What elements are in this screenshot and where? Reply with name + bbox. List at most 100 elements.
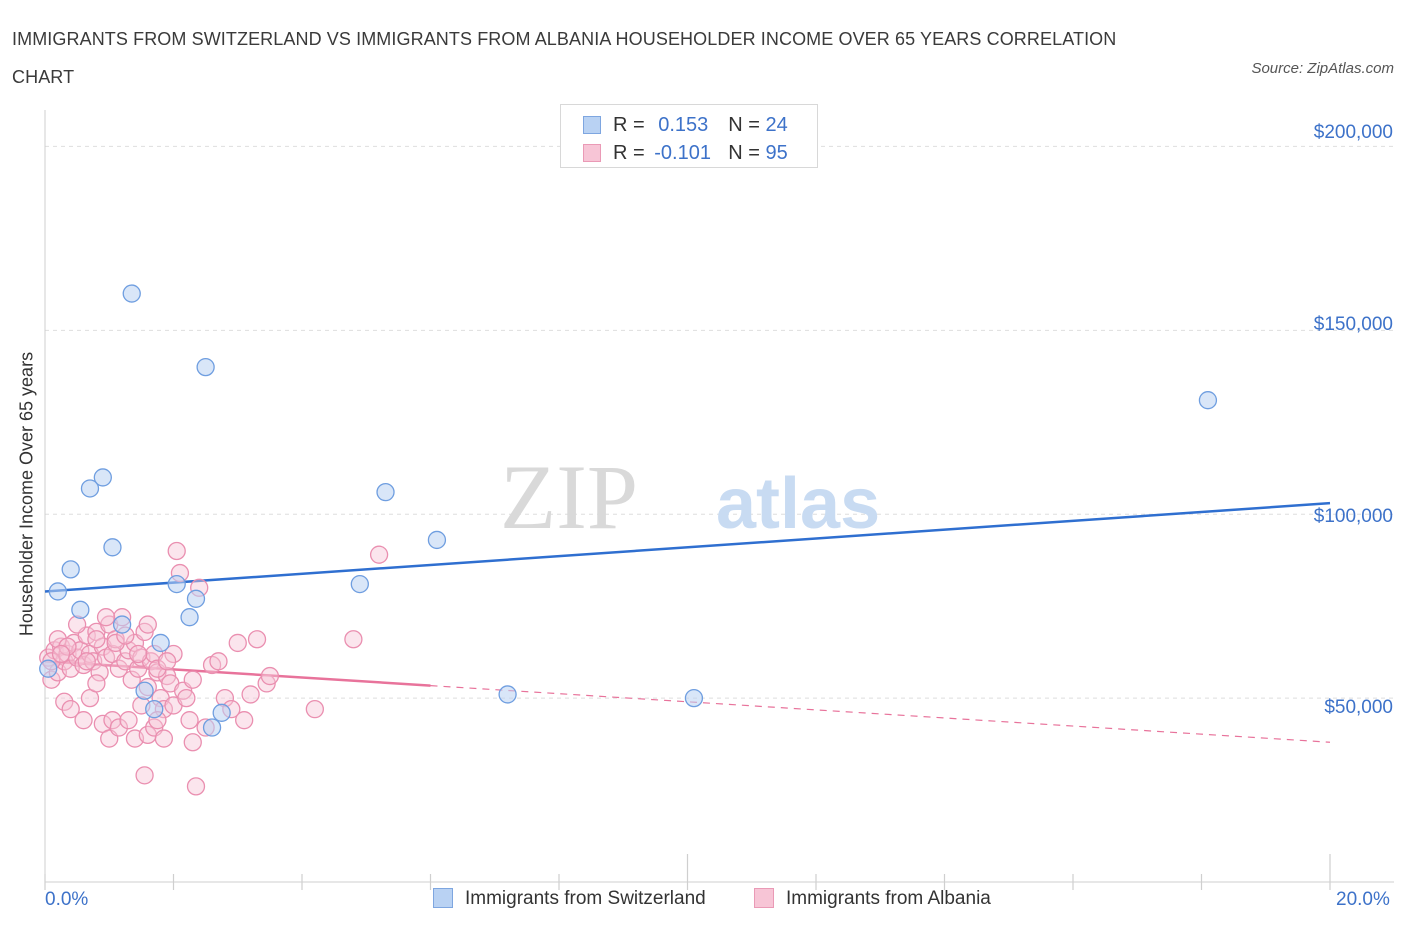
y-axis-label: Householder Income Over 65 years	[16, 351, 37, 637]
switzerland-point-9	[135, 681, 154, 700]
albania-point-45	[183, 670, 202, 689]
legend-n-label: N =	[728, 114, 760, 136]
switzerland-point-18	[350, 574, 369, 594]
switzerland-point-2	[61, 560, 80, 579]
data-points	[39, 284, 1218, 796]
switzerland-trend-line	[44, 501, 1331, 593]
albania-point-50	[209, 652, 228, 671]
albania-point-80	[183, 733, 202, 752]
legend-swatch-pink	[583, 144, 601, 162]
legend-n-label: N =	[728, 142, 760, 164]
y-tick-label-100000: $100,000	[1313, 506, 1393, 527]
albania-point-62	[55, 692, 74, 711]
albania-point-94	[51, 644, 71, 664]
switzerland-point-6	[103, 538, 122, 557]
albania-point-46	[186, 777, 206, 796]
albania-point-56	[247, 630, 267, 649]
albania-point-22	[109, 659, 129, 678]
albania-point-82	[58, 637, 77, 656]
x-tick-label-min: 0.0%	[45, 889, 89, 910]
albania-point-83	[67, 615, 87, 634]
albania-point-55	[241, 685, 260, 704]
legend-r-value: -0.101	[654, 142, 711, 164]
albania-point-66	[87, 674, 106, 693]
gridlines	[45, 145, 1394, 699]
albania-point-71	[119, 711, 138, 730]
switzerland-point-12	[167, 574, 186, 594]
albania-point-40	[167, 541, 186, 561]
albania-point-87	[106, 633, 125, 653]
legend-n-value: 95	[765, 142, 788, 164]
albania-point-44	[180, 711, 199, 730]
switzerland-point-20	[427, 530, 447, 550]
albania-point-53	[228, 633, 247, 653]
albania-point-78	[154, 729, 174, 748]
switzerland-point-11	[151, 633, 170, 653]
series-legend-label: Immigrants from Switzerland	[465, 888, 706, 909]
switzerland-point-16	[202, 718, 222, 737]
x-tick-label-max: 20.0%	[1336, 889, 1390, 910]
albania-point-60	[344, 630, 363, 649]
switzerland-point-17	[212, 703, 231, 722]
switzerland-point-0	[39, 659, 58, 678]
watermark-zip: ZIP	[500, 446, 638, 548]
albania-point-92	[157, 652, 177, 671]
switzerland-point-8	[122, 284, 141, 303]
switzerland-point-23	[1198, 391, 1218, 410]
albania-point-74	[135, 766, 154, 785]
switzerland-point-15	[196, 357, 215, 377]
albania-point-85	[87, 630, 106, 649]
series-swatch-pink	[754, 888, 774, 908]
albania-point-70	[109, 718, 129, 737]
legend-r-value: 0.153	[658, 114, 709, 136]
albania-point-43	[177, 688, 196, 708]
albania-point-58	[260, 666, 280, 686]
albania-trend-line-dashed	[430, 685, 1331, 743]
albania-point-89	[129, 644, 148, 664]
switzerland-point-7	[112, 615, 132, 634]
series-legend-albania: Immigrants from Albania	[754, 888, 991, 910]
switzerland-point-14	[186, 589, 206, 608]
switzerland-point-21	[498, 685, 517, 704]
series-legend-switzerland: Immigrants from Switzerland	[433, 888, 706, 910]
switzerland-point-10	[145, 699, 164, 719]
switzerland-point-13	[180, 608, 199, 627]
albania-point-61	[369, 545, 389, 564]
series-swatch-blue	[433, 888, 453, 908]
switzerland-point-3	[71, 600, 90, 619]
albania-point-79	[164, 644, 183, 664]
watermark: ZIP atlas	[500, 446, 880, 548]
albania-point-63	[61, 699, 80, 719]
legend-n-value: 24	[765, 114, 788, 136]
legend-row-albania: R = -0.101 N = 95	[583, 139, 788, 167]
legend-r-label: R =	[613, 114, 645, 136]
y-tick-label-50000: $50,000	[1324, 697, 1393, 718]
legend-row-switzerland: R = 0.153 N = 24	[583, 111, 788, 139]
albania-point-59	[305, 699, 325, 719]
legend-swatch-blue	[583, 116, 601, 134]
y-tick-label-200000: $200,000	[1313, 122, 1393, 143]
switzerland-point-4	[80, 479, 100, 498]
switzerland-point-19	[376, 482, 395, 502]
chart-title: IMMIGRANTS FROM SWITZERLAND VS IMMIGRANT…	[12, 29, 1117, 87]
switzerland-point-5	[93, 468, 112, 487]
albania-point-26	[122, 670, 141, 689]
series-legend-label: Immigrants from Albania	[786, 888, 991, 909]
switzerland-point-1	[48, 582, 67, 601]
legend-r-label: R =	[613, 142, 645, 164]
albania-point-90	[138, 615, 157, 634]
albania-point-91	[148, 659, 167, 678]
albania-point-86	[96, 608, 116, 627]
watermark-atlas: atlas	[716, 464, 880, 544]
albania-point-64	[74, 711, 93, 730]
source-label: Source: ZipAtlas.com	[1251, 60, 1394, 77]
switzerland-point-22	[684, 688, 704, 708]
axes	[44, 110, 1394, 890]
y-tick-label-150000: $150,000	[1313, 314, 1393, 335]
albania-point-81	[48, 630, 67, 649]
correlation-legend: R = 0.153 N = 24 R = -0.101 N = 95	[560, 104, 818, 168]
albania-point-54	[235, 711, 254, 730]
albania-point-84	[77, 652, 96, 671]
albania-point-69	[103, 711, 122, 730]
